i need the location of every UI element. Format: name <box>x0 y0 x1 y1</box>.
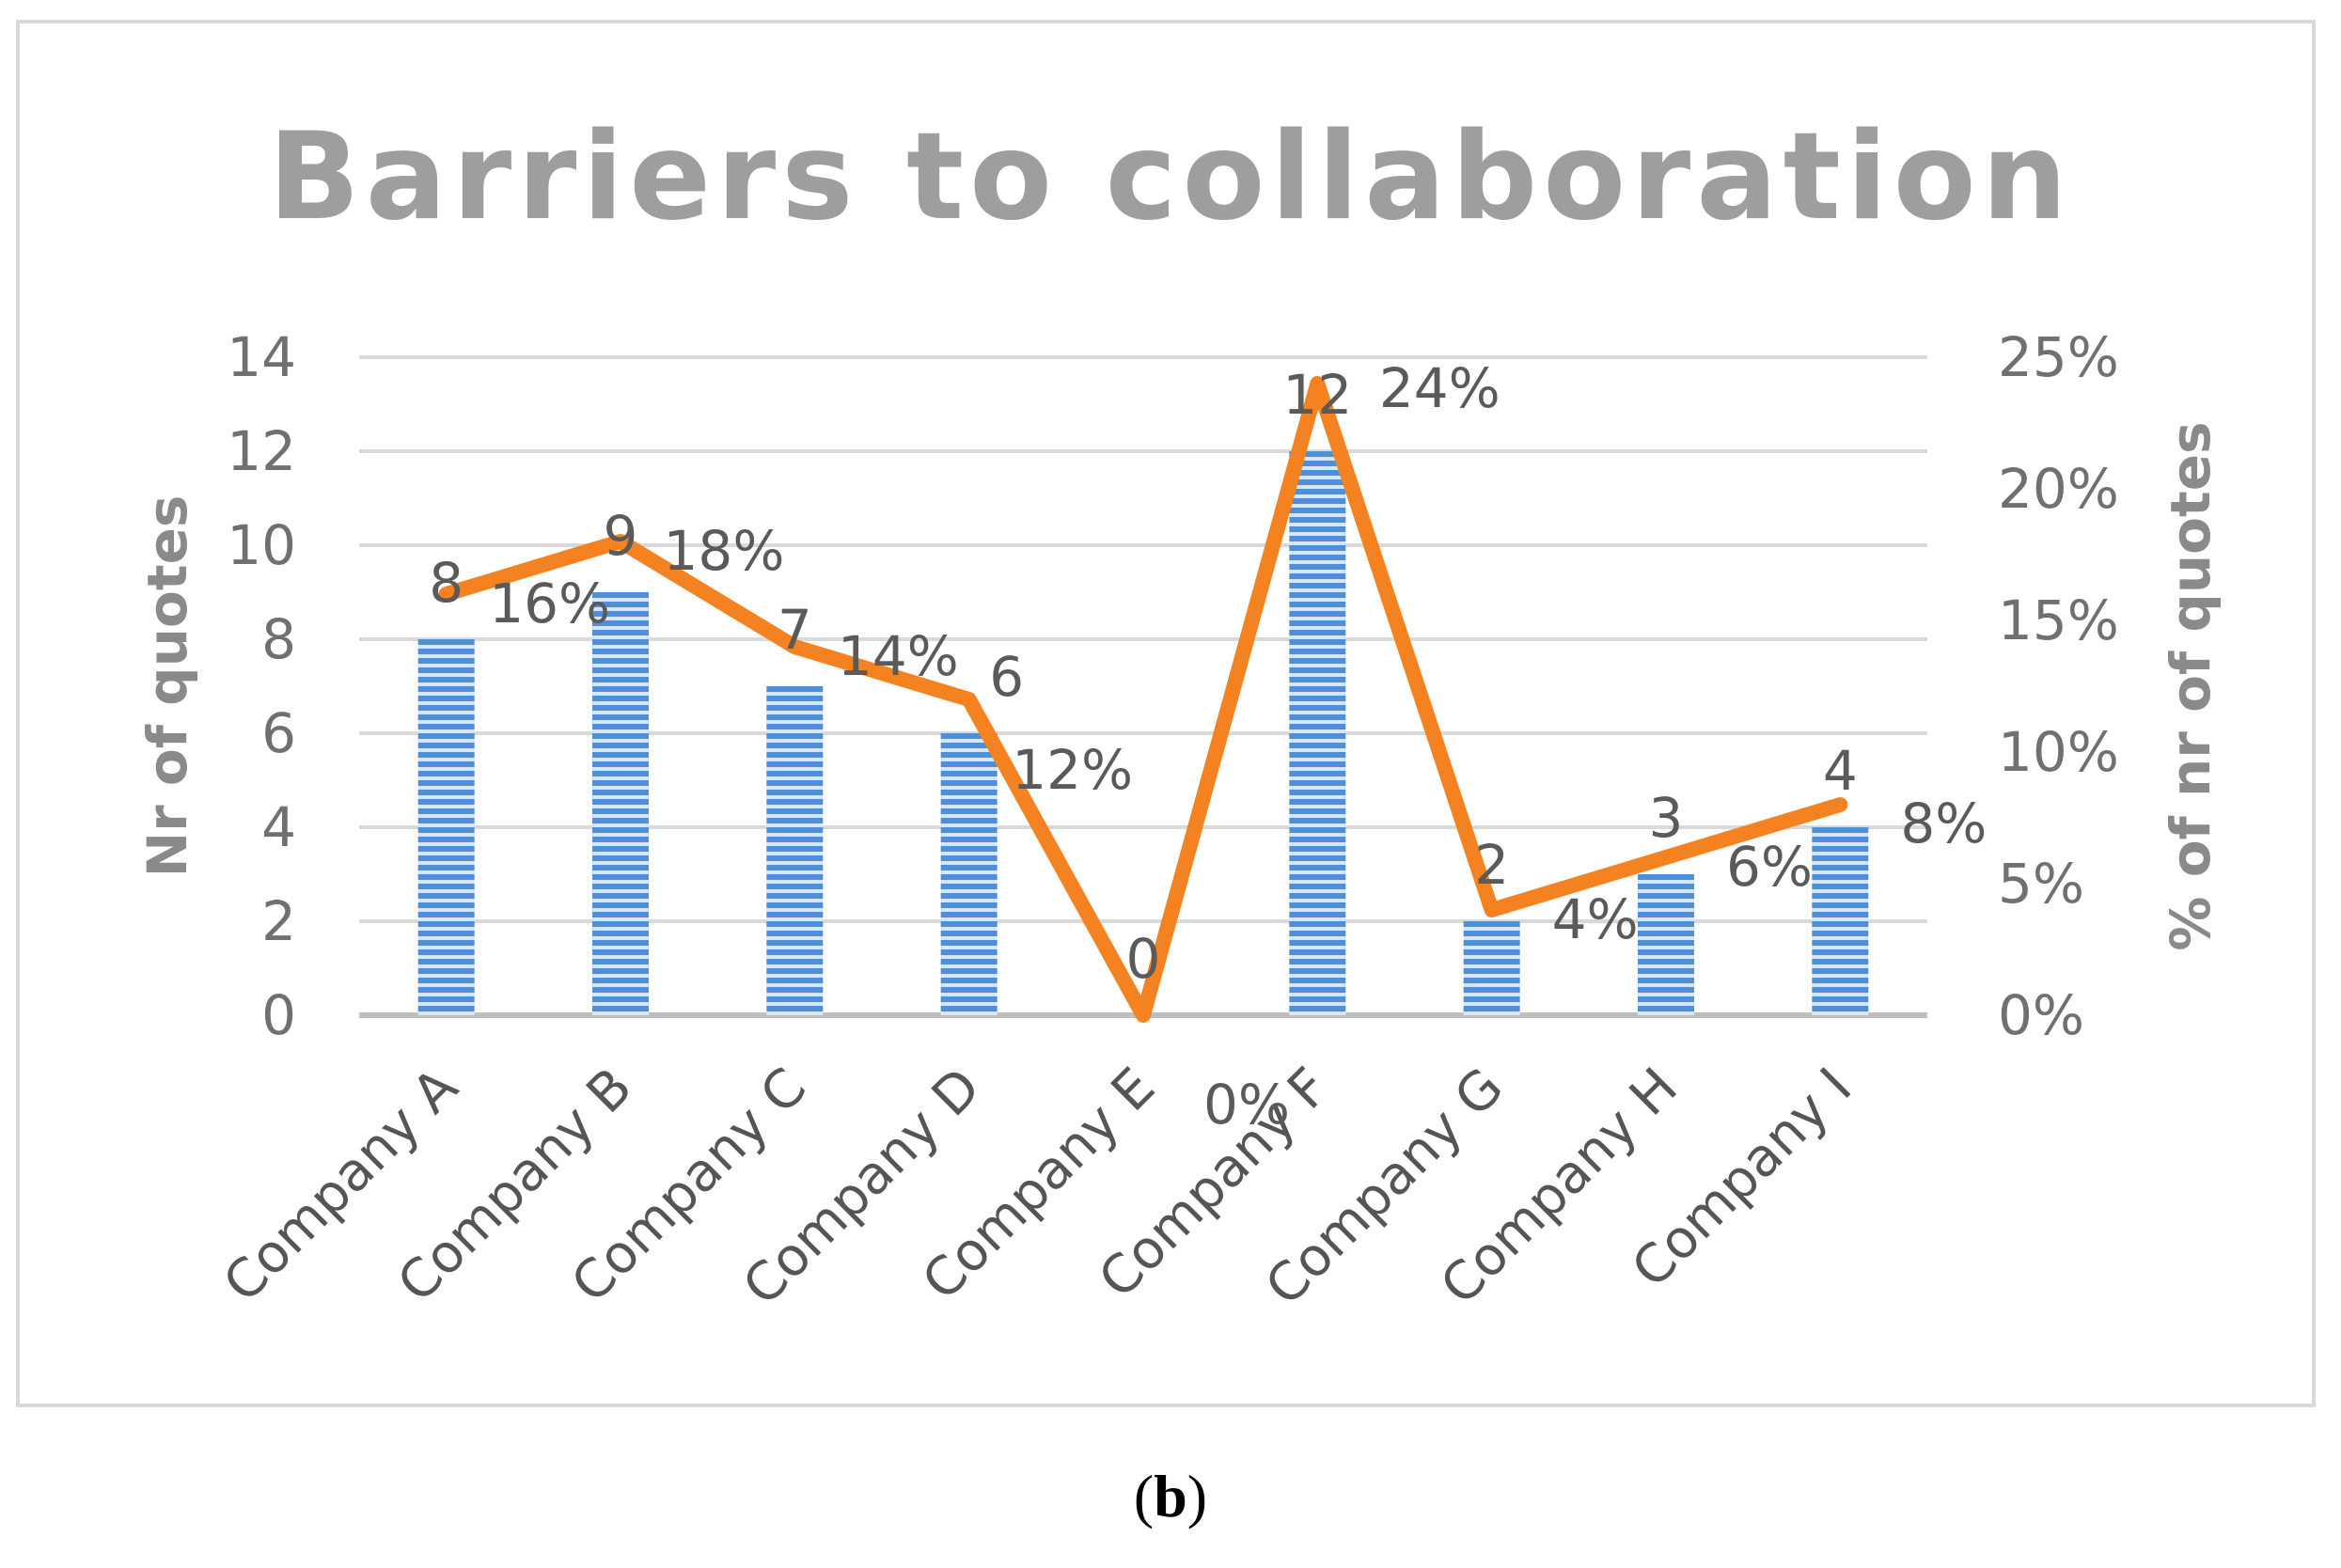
y-tick-label: 12 <box>227 419 296 483</box>
y2-tick-label: 0% <box>1998 983 2084 1047</box>
bar <box>592 592 649 1015</box>
chart-frame <box>16 20 2316 1407</box>
bar-data-label: 12 <box>1282 363 1352 427</box>
line-series <box>438 376 1848 1023</box>
bar <box>417 639 475 1015</box>
line-data-label: 24% <box>1379 356 1500 420</box>
bar-data-label: 3 <box>1649 786 1684 850</box>
bar <box>766 686 824 1015</box>
line-data-label: 18% <box>664 519 785 583</box>
bar-data-label: 2 <box>1474 833 1509 897</box>
y-axis-title: Nr of quotes <box>135 495 199 878</box>
y-tick-label: 2 <box>261 889 296 953</box>
caption-open: ( <box>1133 1463 1155 1529</box>
bar-data-label: 0 <box>1126 927 1161 991</box>
line-data-label: 0% <box>1203 1073 1290 1137</box>
right-axis-ticks: 0% 5% 10% 15% 20% 25% <box>1998 325 2119 1047</box>
y2-tick-label: 20% <box>1998 457 2119 521</box>
line-data-label: 4% <box>1552 887 1639 951</box>
y-tick-label: 10 <box>227 513 296 577</box>
y2-tick-label: 10% <box>1998 720 2119 784</box>
data-labels: 8 9 7 6 0 12 2 3 4 16% 18% 14% 12% 0% 24% 4% 6% 8% <box>429 356 1987 1137</box>
y-tick-label: 8 <box>261 607 296 671</box>
caption-close: ) <box>1186 1463 1208 1529</box>
left-axis-ticks: 0 2 4 6 8 10 12 14 <box>227 325 296 1047</box>
y2-tick-label: 15% <box>1998 588 2119 652</box>
bar-data-label: 6 <box>989 645 1024 709</box>
bar-data-label: 9 <box>604 504 638 568</box>
chart-title: Barriers to collaboration <box>268 107 2073 247</box>
bar <box>940 733 998 1015</box>
y-tick-label: 14 <box>227 325 296 389</box>
y-tick-label: 0 <box>261 983 296 1047</box>
line-data-label: 12% <box>1012 738 1133 802</box>
bar-series <box>417 451 1869 1015</box>
bar <box>1812 827 1869 1015</box>
bar-data-label: 4 <box>1823 739 1858 803</box>
figure-caption: (b) <box>0 1462 2341 1531</box>
line-data-label: 16% <box>489 572 610 635</box>
y-tick-label: 6 <box>261 701 296 765</box>
y2-axis-title: % of nr of quotes <box>2159 421 2223 950</box>
line-data-label: 6% <box>1726 835 1813 899</box>
y2-tick-label: 5% <box>1998 852 2084 916</box>
bar-data-label: 7 <box>778 598 812 662</box>
bar <box>1289 451 1346 1015</box>
line-data-label: 14% <box>838 624 959 688</box>
line-data-label: 8% <box>1900 792 1987 855</box>
line-path <box>438 376 1848 1023</box>
y2-tick-label: 25% <box>1998 325 2119 389</box>
bar <box>1638 874 1694 1015</box>
bar <box>1463 921 1520 1015</box>
y-tick-label: 4 <box>261 795 296 859</box>
bar-data-label: 8 <box>429 551 463 615</box>
caption-letter: b <box>1154 1463 1187 1529</box>
